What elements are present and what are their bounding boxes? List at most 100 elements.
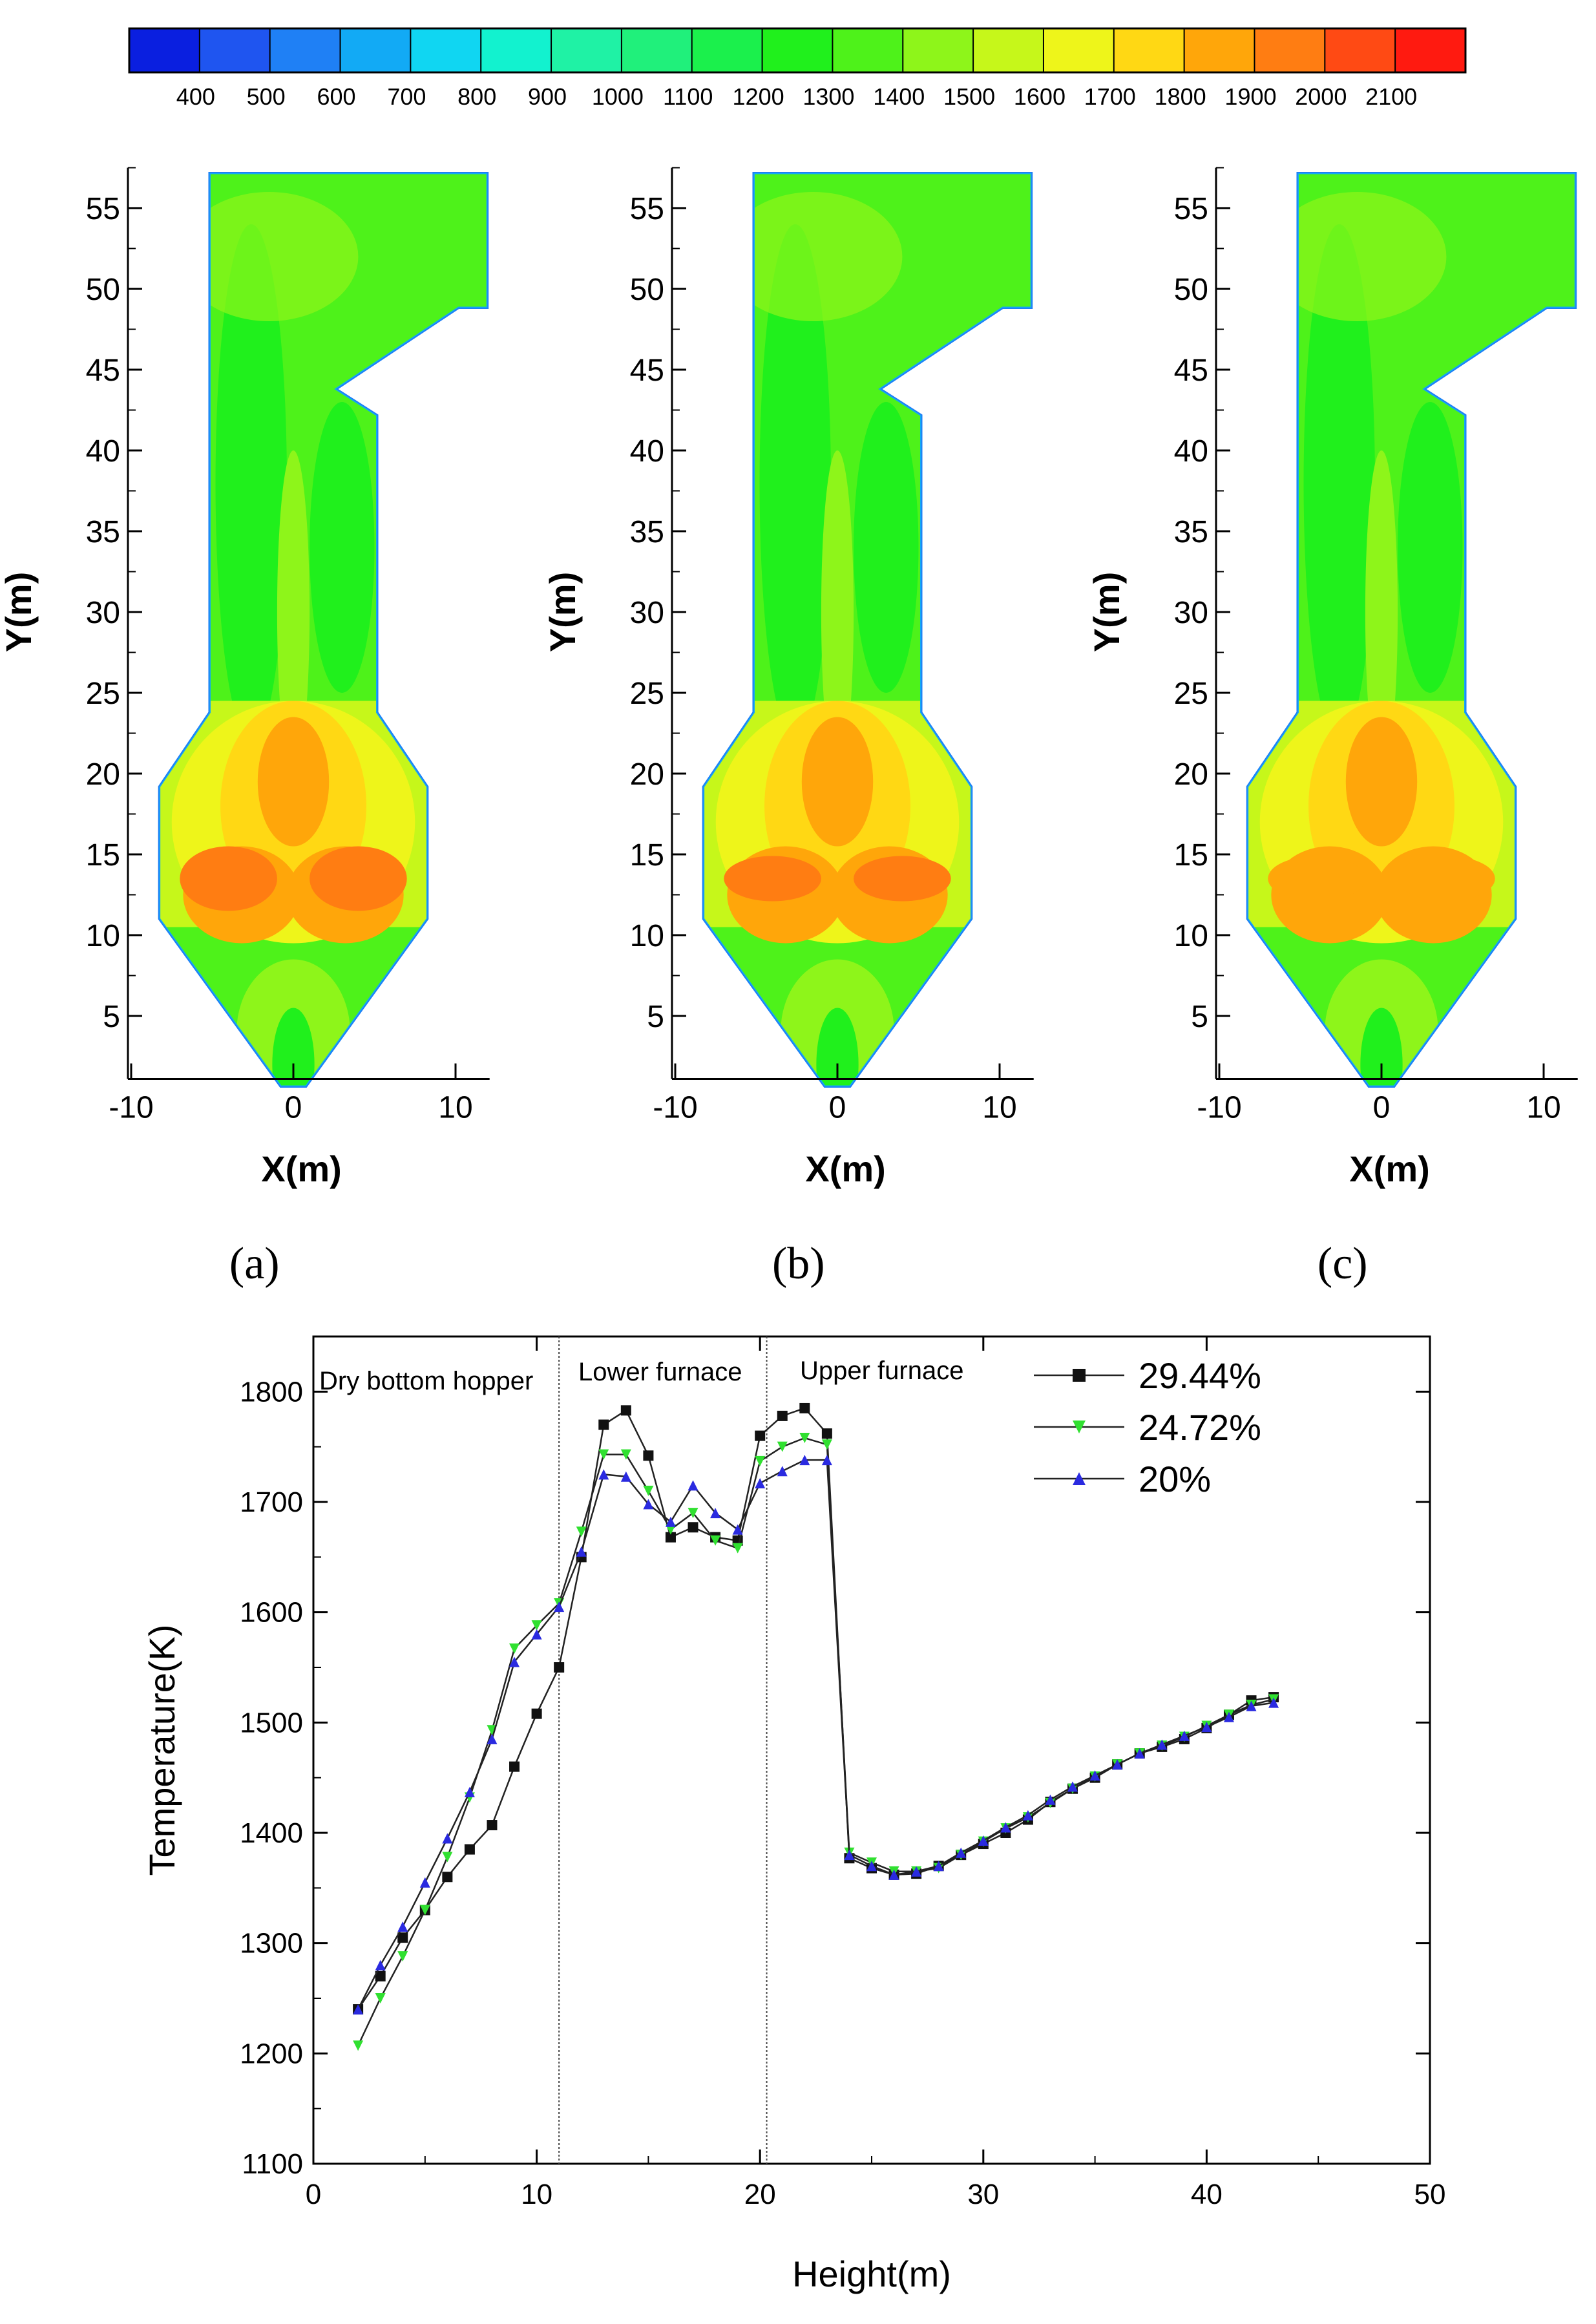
x-axis-label: X(m) — [805, 1148, 885, 1189]
region-label-upper: Upper furnace — [800, 1357, 963, 1385]
data-point — [755, 1455, 766, 1466]
data-point — [509, 1656, 520, 1667]
x-axis-label: Height(m) — [792, 2254, 951, 2294]
y-tick-label: 1500 — [240, 1707, 303, 1738]
y-tick-label: 35 — [86, 515, 120, 549]
panel-caption: (b) — [772, 1239, 825, 1289]
data-point — [799, 1402, 810, 1413]
data-point — [397, 1921, 408, 1932]
y-tick-label: 1200 — [240, 2038, 303, 2069]
colorbar-tick-label: 1700 — [1084, 83, 1136, 110]
colorbar-swatch — [691, 28, 764, 73]
y-tick-label: 25 — [630, 677, 664, 711]
field-flame-lobe — [180, 846, 277, 911]
legend-label: 20% — [1139, 1459, 1211, 1499]
data-point — [956, 1847, 967, 1858]
colorbar-tick-label: 2000 — [1295, 83, 1347, 110]
colorbar-tick-label: 2100 — [1365, 83, 1417, 110]
legend-label: 24.72% — [1139, 1407, 1261, 1448]
data-point — [487, 1820, 498, 1831]
y-tick-label: 30 — [86, 596, 120, 630]
field-warm-band — [724, 192, 903, 321]
y-tick-label: 10 — [1174, 919, 1208, 953]
data-point — [442, 1833, 453, 1844]
y-tick-label: 1700 — [240, 1486, 303, 1518]
data-point — [1067, 1781, 1078, 1792]
data-point — [888, 1869, 899, 1880]
contour-panel: 5 10 15 20 25 30 35 40 45 50 55 -10 0 10 X(m) Y(m) (b) — [542, 167, 1034, 1289]
data-point — [620, 1471, 631, 1482]
colorbar-swatch — [1042, 28, 1115, 73]
y-tick-label: 50 — [630, 273, 664, 307]
colorbar-swatch — [339, 28, 412, 73]
field-cool-band — [1398, 402, 1463, 693]
colorbar: 400 500 600 700 800 900 1000 1100 1200 1300 1400 15… — [128, 27, 1467, 110]
x-tick-label: 0 — [829, 1091, 846, 1125]
colorbar-swatch — [551, 28, 623, 73]
colorbar-tick-label: 1500 — [943, 83, 995, 110]
legend-label: 29.44% — [1139, 1355, 1261, 1396]
series-20 — [353, 1455, 1279, 2015]
series-group — [353, 1402, 1279, 2051]
field-flame-lobe — [1398, 856, 1495, 902]
data-point — [1045, 1794, 1056, 1805]
colorbar-tick-label: 1200 — [733, 83, 784, 110]
data-point — [799, 1455, 810, 1466]
x-tick-label: 0 — [306, 2179, 321, 2210]
data-point — [1073, 1421, 1086, 1433]
data-point — [464, 1844, 475, 1855]
field-warm-band — [1268, 192, 1447, 321]
x-tick-label: -10 — [109, 1091, 153, 1125]
colorbar-swatch — [410, 28, 482, 73]
data-point — [1000, 1822, 1011, 1833]
data-point — [732, 1543, 743, 1554]
colorbar-tick-label: 1600 — [1014, 83, 1066, 110]
colorbar-swatch — [480, 28, 552, 73]
y-tick-label: 1600 — [240, 1597, 303, 1629]
colorbar-tick-label: 1400 — [873, 83, 925, 110]
field-hot-column — [1345, 717, 1418, 847]
colorbar-swatch — [198, 28, 271, 73]
colorbar-tick-label: 400 — [176, 83, 215, 110]
field-warm-band — [180, 192, 359, 321]
y-tick-label: 30 — [630, 596, 664, 630]
y-tick-label: 15 — [86, 838, 120, 872]
data-point — [620, 1405, 631, 1416]
x-tick-label: -10 — [653, 1091, 697, 1125]
data-point — [978, 1835, 989, 1846]
colorbar-frame — [128, 27, 1467, 74]
y-tick-label: 20 — [630, 757, 664, 792]
colorbar-tick-label: 1800 — [1155, 83, 1206, 110]
data-point — [688, 1508, 698, 1519]
x-tick-label: -10 — [1197, 1091, 1241, 1125]
furnace-outline — [158, 172, 489, 1088]
data-point — [844, 1850, 855, 1861]
x-axis-label: X(m) — [261, 1148, 341, 1189]
field-warm-band — [821, 450, 854, 774]
colorbar-tick-label: 1300 — [803, 83, 854, 110]
data-point — [688, 1480, 698, 1491]
data-point — [643, 1485, 654, 1496]
data-point — [397, 1951, 408, 1962]
data-point — [531, 1629, 542, 1640]
data-point — [643, 1499, 654, 1510]
y-tick-label: 25 — [86, 677, 120, 711]
panel-caption: (c) — [1318, 1239, 1368, 1289]
colorbar-tick-label: 1000 — [592, 83, 644, 110]
data-point — [1112, 1759, 1123, 1770]
y-axis-label: Y(m) — [0, 572, 39, 652]
y-tick-label: 20 — [86, 757, 120, 792]
panel-caption: (a) — [229, 1239, 280, 1289]
data-point — [710, 1508, 721, 1519]
x-tick-label: 40 — [1191, 2179, 1223, 2210]
x-tick-label: 10 — [1526, 1091, 1560, 1125]
x-tick-label: 50 — [1414, 2179, 1446, 2210]
colorbar-tick-label: 600 — [317, 83, 355, 110]
data-point — [1073, 1369, 1086, 1382]
contour-panel: 5 10 15 20 25 30 35 40 45 50 55 -10 0 10 X(m) Y(m) (c) — [1086, 167, 1578, 1289]
y-tick-label: 5 — [103, 1000, 120, 1034]
y-tick-label: 35 — [1174, 515, 1208, 549]
data-point — [487, 1733, 498, 1744]
colorbar-swatch — [832, 28, 904, 73]
